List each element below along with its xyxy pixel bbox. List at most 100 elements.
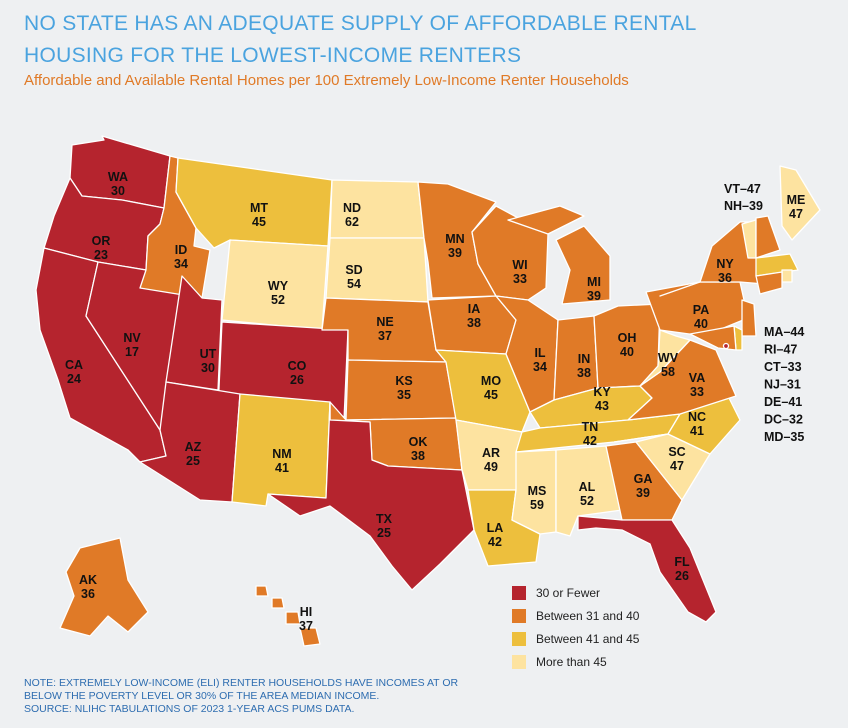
side-label-ma: MA–44 — [764, 325, 804, 339]
state-sd — [325, 237, 429, 303]
state-label-nd: ND — [343, 201, 361, 215]
state-value-pa: 40 — [694, 317, 708, 331]
state-label-mn: MN — [445, 232, 464, 246]
state-label-ca: CA — [65, 358, 83, 372]
state-label-tx: TX — [376, 512, 393, 526]
state-value-tx: 25 — [377, 526, 391, 540]
state-label-ga: GA — [634, 472, 653, 486]
legend-label-high: Between 41 and 45 — [536, 632, 640, 646]
state-label-fl: FL — [674, 555, 690, 569]
state-label-mt: MT — [250, 201, 268, 215]
state-label-az: AZ — [185, 440, 202, 454]
state-label-ok: OK — [409, 435, 428, 449]
state-value-ok: 38 — [411, 449, 425, 463]
legend-swatch-low — [512, 586, 526, 600]
state-value-al: 52 — [580, 494, 594, 508]
map-title: NO STATE HAS AN ADEQUATE SUPPLY OF AFFOR… — [24, 8, 824, 72]
state-label-va: VA — [689, 371, 705, 385]
state-label-al: AL — [579, 480, 596, 494]
state-value-mi: 39 — [587, 289, 601, 303]
state-value-mn: 39 — [448, 246, 462, 260]
state-label-ne: NE — [376, 315, 393, 329]
state-value-fl: 26 — [675, 569, 689, 583]
legend-label-top: More than 45 — [536, 655, 607, 669]
state-value-mt: 45 — [252, 215, 266, 229]
state-value-tn: 42 — [583, 434, 597, 448]
state-mi — [507, 205, 611, 305]
state-label-me: ME — [787, 193, 806, 207]
state-label-ny: NY — [716, 257, 734, 271]
state-label-sd: SD — [345, 263, 362, 277]
title-line-2: HOUSING FOR THE LOWEST-INCOME RENTERS — [24, 44, 522, 67]
state-value-nv: 17 — [125, 345, 139, 359]
footnote: NOTE: EXTREMELY LOW-INCOME (ELI) RENTER … — [24, 677, 544, 716]
map-legend: 30 or Fewer Between 31 and 40 Between 41… — [512, 582, 639, 674]
state-nh — [755, 215, 781, 259]
map-subtitle: Affordable and Available Rental Homes pe… — [24, 72, 629, 89]
state-label-nv: NV — [123, 331, 141, 345]
state-label-id: ID — [175, 243, 188, 257]
state-label-ak: AK — [79, 573, 97, 587]
state-value-ar: 49 — [484, 460, 498, 474]
legend-item-mid: Between 31 and 40 — [512, 605, 639, 627]
state-value-id: 34 — [174, 257, 188, 271]
footnote-line-1: NOTE: EXTREMELY LOW-INCOME (ELI) RENTER … — [24, 677, 459, 689]
state-value-ks: 35 — [397, 388, 411, 402]
legend-item-high: Between 41 and 45 — [512, 628, 639, 650]
state-label-wi: WI — [512, 258, 527, 272]
side-label-ct: CT–33 — [764, 360, 802, 374]
state-value-in: 38 — [577, 366, 591, 380]
state-label-nc: NC — [688, 410, 706, 424]
state-value-ky: 43 — [595, 399, 609, 413]
side-label-nj: NJ–31 — [764, 378, 801, 392]
state-ga — [605, 441, 683, 521]
state-label-oh: OH — [618, 331, 637, 345]
state-label-ky: KY — [593, 385, 611, 399]
state-nj — [741, 299, 757, 337]
state-value-ia: 38 — [467, 316, 481, 330]
state-label-wa: WA — [108, 170, 128, 184]
title-line-1: NO STATE HAS AN ADEQUATE SUPPLY OF AFFOR… — [24, 12, 697, 35]
state-value-or: 23 — [94, 248, 108, 262]
state-hi — [255, 585, 321, 647]
state-label-ks: KS — [395, 374, 412, 388]
state-ak — [59, 537, 149, 637]
state-nc — [613, 395, 741, 455]
state-value-sd: 54 — [347, 277, 361, 291]
state-label-ia: IA — [468, 302, 481, 316]
state-label-nm: NM — [272, 447, 291, 461]
state-value-wy: 52 — [271, 293, 285, 307]
legend-swatch-top — [512, 655, 526, 669]
state-label-hi: HI — [300, 605, 313, 619]
state-label-sc: SC — [668, 445, 685, 459]
side-label-ri: RI–47 — [764, 343, 797, 357]
state-wv — [639, 329, 691, 387]
state-label-tn: TN — [582, 420, 599, 434]
state-value-ny: 36 — [718, 271, 732, 285]
side-label-dc: DC–32 — [764, 413, 803, 427]
state-value-me: 47 — [789, 207, 803, 221]
state-dc — [722, 342, 730, 350]
state-value-va: 33 — [690, 385, 704, 399]
state-ri — [781, 269, 793, 283]
state-label-or: OR — [92, 234, 111, 248]
state-value-nc: 41 — [690, 424, 704, 438]
state-value-oh: 40 — [620, 345, 634, 359]
state-value-ca: 24 — [67, 372, 81, 386]
side-label-nh: NH–39 — [724, 199, 763, 213]
legend-label-mid: Between 31 and 40 — [536, 609, 640, 623]
side-label-vt: VT–47 — [724, 182, 761, 196]
state-label-co: CO — [288, 359, 307, 373]
state-value-mo: 45 — [484, 388, 498, 402]
state-ct — [755, 271, 783, 295]
state-value-nd: 62 — [345, 215, 359, 229]
state-wi — [471, 205, 549, 301]
state-label-la: LA — [487, 521, 504, 535]
state-value-sc: 47 — [670, 459, 684, 473]
state-value-ak: 36 — [81, 587, 95, 601]
state-label-il: IL — [534, 346, 545, 360]
state-in — [553, 315, 599, 401]
legend-swatch-high — [512, 632, 526, 646]
state-label-wv: WV — [658, 351, 679, 365]
